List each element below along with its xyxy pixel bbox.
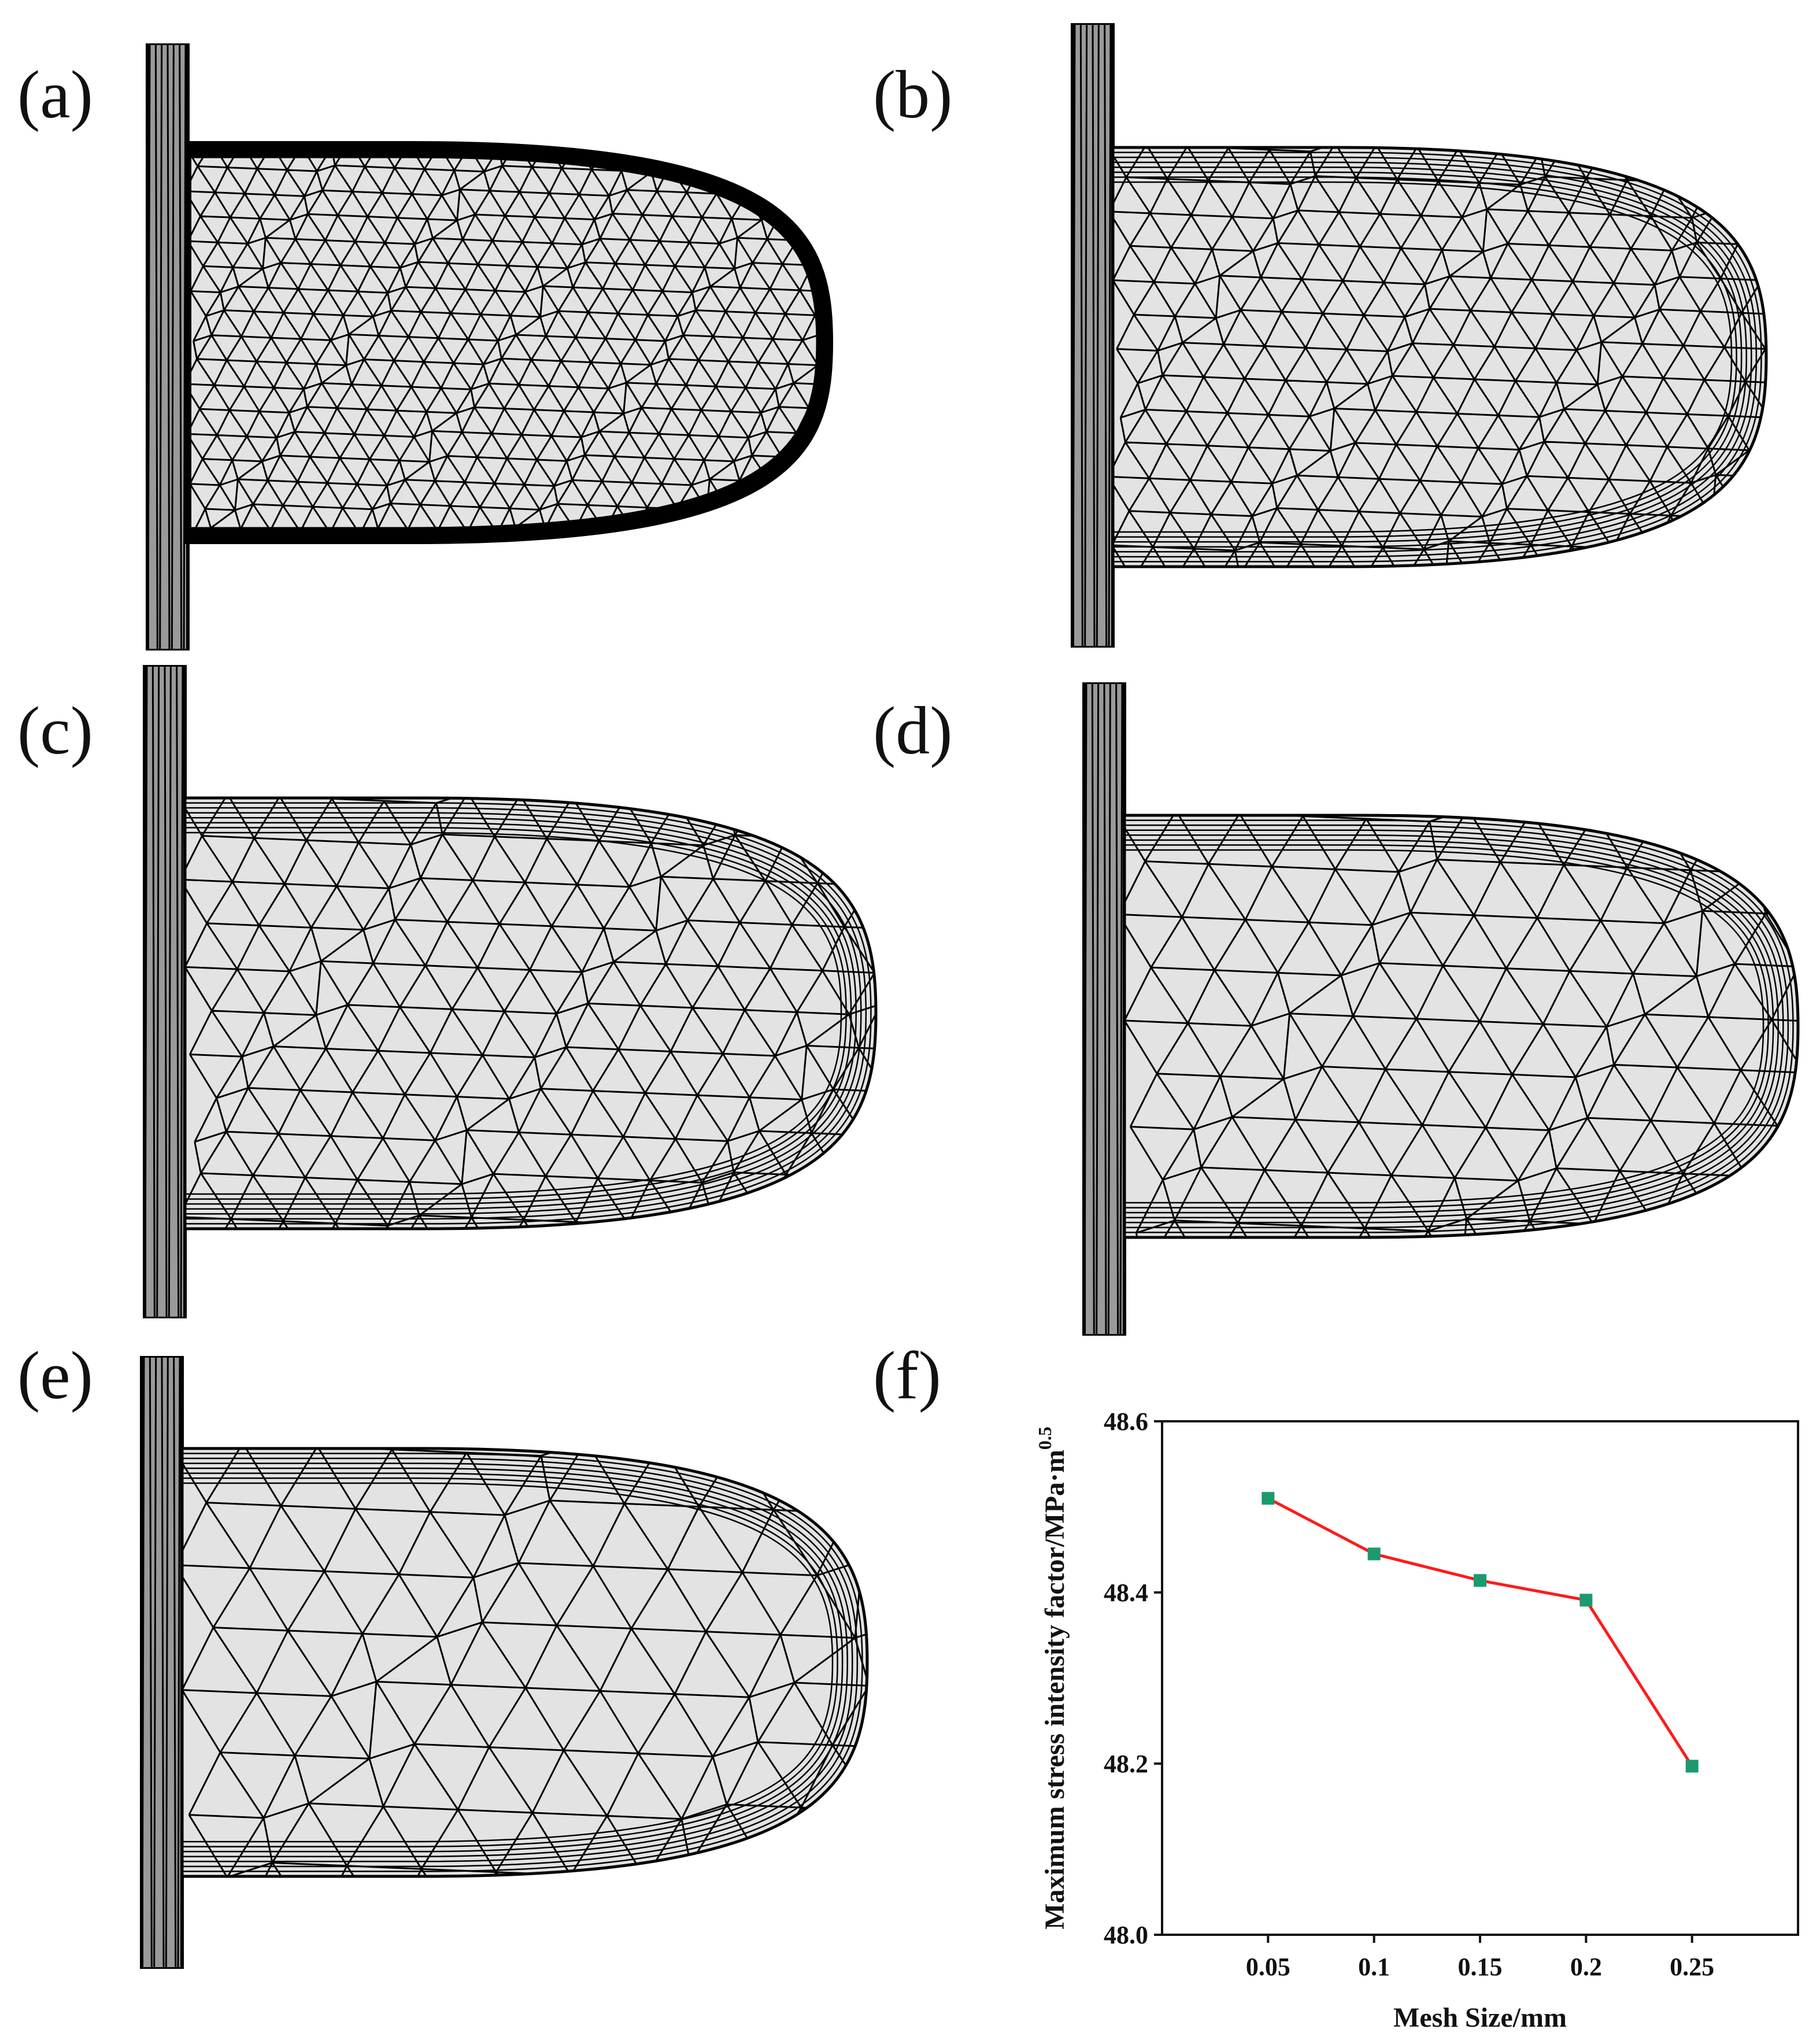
wall-mesh-line: [1096, 682, 1100, 1336]
wall-mesh-line: [177, 1356, 181, 1969]
y-axis-title: Maximum stress intensity factor/MPa·m0.5: [1034, 1426, 1070, 1930]
wall-mesh-line: [1096, 23, 1100, 648]
x-tick-label: 0.15: [1458, 1953, 1503, 1981]
mesh-body: [1113, 147, 1766, 567]
wall-mesh-line: [154, 43, 158, 651]
mesh-outline: [1111, 146, 1768, 568]
mesh-panel-b: [1064, 23, 1786, 648]
wall-mesh-line: [149, 1356, 153, 1969]
mesh-panel-d: [1081, 682, 1804, 1336]
wall-mesh-line: [168, 665, 172, 1318]
wall-mesh-line: [171, 43, 175, 651]
panel-label-e: (e): [17, 1337, 93, 1413]
wall-mesh-line: [144, 665, 148, 1318]
mesh-panel-a: [145, 43, 838, 651]
mesh-lines: [1124, 815, 1798, 1237]
data-point: [1474, 1574, 1486, 1587]
wall-mesh-line: [141, 1356, 145, 1969]
panel-label-c: (c): [17, 693, 93, 768]
wall-mesh-line: [176, 665, 180, 1318]
panel-label-b: (b): [873, 57, 953, 132]
wall-mesh-line: [1091, 682, 1095, 1336]
mesh-panel-c: [142, 665, 905, 1318]
panel-label-d: (d): [873, 693, 953, 768]
wall-mesh-line: [180, 665, 184, 1318]
data-point: [1262, 1492, 1275, 1505]
wall-mesh-line: [1119, 682, 1123, 1336]
mesh-convergence-chart: 48.0 48.2 48.4 48.6 0.05 0.1 0.15 0.2 0.25 Mesh…: [1034, 1407, 1799, 2033]
x-axis-title: Mesh Size/mm: [1393, 2002, 1567, 2033]
panel-label-a: (a): [17, 57, 93, 132]
data-point: [1685, 1760, 1699, 1773]
wall-mesh-line: [1079, 23, 1083, 648]
wall-mesh-line: [159, 43, 163, 651]
wall-mesh-line: [161, 1356, 165, 1969]
panel-label-f: (f): [873, 1337, 941, 1413]
wall-mesh-line: [1104, 23, 1108, 648]
wall-mesh-line: [1083, 682, 1087, 1336]
wall-mesh-line: [165, 1356, 169, 1969]
wall-mesh-line: [156, 665, 160, 1318]
y-tick-label: 48.0: [1104, 1921, 1148, 1949]
mesh-lines: [185, 798, 876, 1229]
y-axis-title-main: Maximum stress intensity factor/MPa·m: [1040, 1450, 1070, 1930]
y-tick-label: 48.2: [1104, 1750, 1148, 1778]
wall-mesh-line: [1103, 682, 1107, 1336]
wall-mesh-line: [1072, 23, 1076, 648]
mesh-panel-e: [139, 1356, 902, 1969]
wall-mesh-line: [173, 1356, 177, 1969]
data-point: [1367, 1547, 1381, 1561]
wall-mesh-line: [147, 43, 151, 651]
x-tick-label: 0.2: [1570, 1953, 1602, 1981]
wall-mesh-line: [167, 43, 171, 651]
wall-mesh-line: [179, 43, 183, 651]
mesh-outline: [183, 796, 878, 1230]
mesh-outline: [184, 141, 834, 544]
data-point: [1579, 1594, 1593, 1607]
mesh-outline: [1123, 814, 1800, 1239]
mesh-outline: [180, 1447, 869, 1878]
x-tick-label: 0.1: [1358, 1953, 1390, 1981]
wall-mesh-line: [164, 665, 168, 1318]
wall-mesh-line: [153, 1356, 157, 1969]
wall-mesh-line: [1084, 23, 1088, 648]
plot-frame: [1161, 1420, 1799, 1936]
y-tick-label: 48.6: [1104, 1407, 1148, 1436]
x-tick-label: 0.05: [1246, 1953, 1290, 1981]
y-tick-label: 48.4: [1104, 1579, 1148, 1607]
mesh-body: [188, 145, 830, 541]
wall-mesh-line: [1108, 23, 1112, 648]
wall-mesh-line: [1115, 682, 1119, 1336]
mesh-lines: [182, 1448, 867, 1876]
series-line: [1267, 1496, 1693, 1767]
y-axis-title-exponent: 0.5: [1034, 1426, 1055, 1450]
x-tick-label: 0.25: [1670, 1953, 1714, 1981]
wall-mesh-line: [1092, 23, 1096, 648]
wall-mesh-line: [151, 665, 156, 1318]
wall-mesh-line: [1107, 682, 1111, 1336]
